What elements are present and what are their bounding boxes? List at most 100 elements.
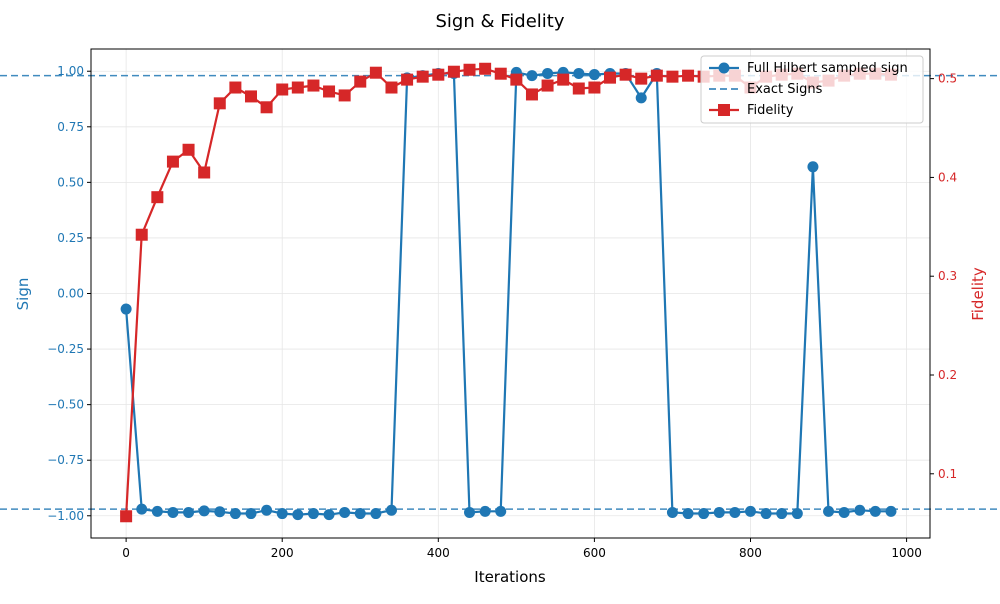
fidelity-point — [416, 70, 429, 83]
fidelity-point — [463, 63, 476, 76]
legend-label-exact: Exact Signs — [747, 82, 823, 97]
fidelity-point — [682, 69, 695, 82]
sign-point — [229, 508, 241, 520]
y-left-tick-label: 0.50 — [57, 175, 84, 189]
sign-point — [307, 508, 319, 520]
sign-point — [635, 92, 647, 104]
x-tick-label: 800 — [739, 546, 762, 560]
x-tick-label: 1000 — [891, 546, 922, 560]
fidelity-point — [198, 166, 211, 179]
fidelity-point — [525, 88, 538, 101]
legend-label-fidelity: Fidelity — [747, 103, 794, 118]
sign-point — [339, 506, 351, 518]
sign-point — [698, 508, 710, 520]
fidelity-point — [479, 62, 492, 75]
axes-layer: 0 200 400 600 800 1000 −1.00 −0.75 −0.50 −0.25 0.0… — [47, 48, 957, 560]
sign-point — [588, 69, 600, 81]
legend: Full Hilbert sampled sign Exact Signs Fide… — [700, 55, 924, 124]
fidelity-point — [291, 81, 304, 94]
x-tick-label: 400 — [427, 546, 450, 560]
fidelity-point — [244, 90, 257, 103]
y-left-tick-label: −0.50 — [47, 398, 84, 412]
fidelity-point — [385, 81, 398, 94]
sign-point — [869, 505, 881, 517]
sign-point — [573, 67, 585, 79]
fidelity-point — [650, 69, 663, 82]
sign-point — [682, 508, 694, 520]
sign-point — [526, 70, 538, 82]
y-right-tick-label: 0.4 — [938, 170, 957, 184]
sign-point — [760, 508, 772, 520]
y-left-tick-label: −0.75 — [47, 453, 84, 467]
chart-title: Sign & Fidelity — [436, 11, 565, 32]
y-right-tick-label: 0.3 — [938, 269, 957, 283]
fidelity-point — [213, 97, 226, 110]
fidelity-point — [541, 79, 554, 92]
sign-point — [807, 161, 819, 173]
fidelity-point — [604, 71, 617, 84]
fidelity-point — [510, 73, 523, 86]
y-right-tick-label: 0.5 — [938, 72, 957, 86]
y-left-tick-label: 0.25 — [57, 231, 84, 245]
y-left-tick-label: 0.75 — [57, 120, 84, 134]
legend-label-sign: Full Hilbert sampled sign — [747, 61, 908, 76]
fidelity-point — [401, 73, 414, 86]
legend-sign-marker — [718, 62, 730, 74]
sign-point — [729, 506, 741, 518]
y-left-tick-label: −1.00 — [47, 509, 84, 523]
sign-point — [323, 509, 335, 521]
fidelity-point — [120, 510, 133, 523]
sign-point — [666, 506, 678, 518]
fidelity-point — [666, 70, 679, 83]
y-right-axis-label: Fidelity — [969, 267, 987, 321]
sign-point — [261, 504, 273, 516]
sign-point — [495, 505, 507, 517]
series-layer — [120, 62, 897, 523]
x-tick-label: 200 — [271, 546, 294, 560]
y-right-tick-label: 0.2 — [938, 368, 957, 382]
y-left-tick-label: 0.00 — [57, 287, 84, 301]
sign-point — [292, 509, 304, 521]
sign-point — [354, 508, 366, 520]
sign-point — [542, 67, 554, 79]
y-left-axis-label: Sign — [14, 278, 32, 311]
fidelity-point — [354, 75, 367, 88]
legend-box — [700, 55, 924, 124]
fidelity-point — [432, 68, 445, 81]
y-left-tick-label: 1.00 — [57, 64, 84, 78]
sign-point — [276, 508, 288, 520]
x-axis-label: Iterations — [474, 568, 546, 586]
legend-fidelity-marker — [718, 104, 730, 116]
sign-point — [885, 505, 897, 517]
fidelity-point — [557, 73, 570, 86]
fidelity-point — [588, 81, 601, 94]
sign-point — [464, 506, 476, 518]
sign-point — [214, 506, 226, 518]
fidelity-point — [447, 65, 460, 78]
fidelity-point — [276, 83, 289, 96]
fidelity-point — [260, 101, 273, 114]
sign-point — [370, 508, 382, 520]
x-tick-label: 600 — [583, 546, 606, 560]
y-left-tick-label: −0.25 — [47, 342, 84, 356]
sign-point — [245, 508, 257, 520]
sign-point — [198, 505, 210, 517]
sign-point — [823, 505, 835, 517]
fidelity-point — [572, 82, 585, 95]
fidelity-point — [323, 85, 336, 98]
fidelity-point — [135, 228, 148, 241]
sign-point — [167, 506, 179, 518]
sign-point — [713, 506, 725, 518]
fidelity-point — [307, 79, 320, 92]
sign-point — [838, 506, 850, 518]
fidelity-point — [369, 66, 382, 79]
sign-point — [854, 504, 866, 516]
grid-layer — [91, 49, 930, 538]
sign-point — [479, 505, 491, 517]
sign-point — [744, 505, 756, 517]
fidelity-point — [166, 155, 179, 168]
sign-point — [151, 505, 163, 517]
sign-point — [120, 303, 132, 315]
